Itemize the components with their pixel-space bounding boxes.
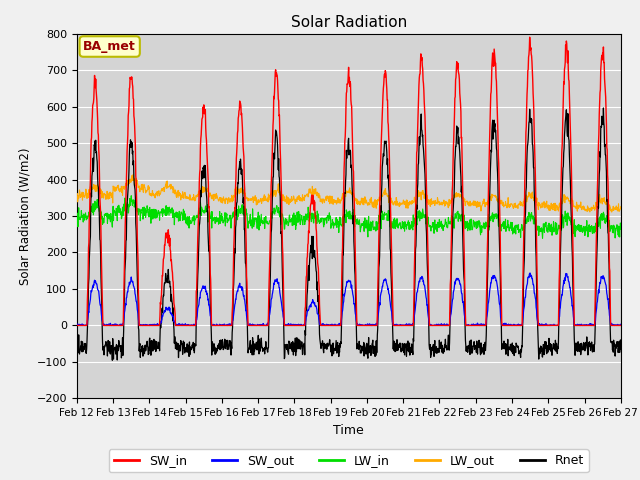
Y-axis label: Solar Radiation (W/m2): Solar Radiation (W/m2) xyxy=(18,147,31,285)
Legend: SW_in, SW_out, LW_in, LW_out, Rnet: SW_in, SW_out, LW_in, LW_out, Rnet xyxy=(109,449,589,472)
Text: BA_met: BA_met xyxy=(83,40,136,53)
Title: Solar Radiation: Solar Radiation xyxy=(291,15,407,30)
X-axis label: Time: Time xyxy=(333,424,364,437)
